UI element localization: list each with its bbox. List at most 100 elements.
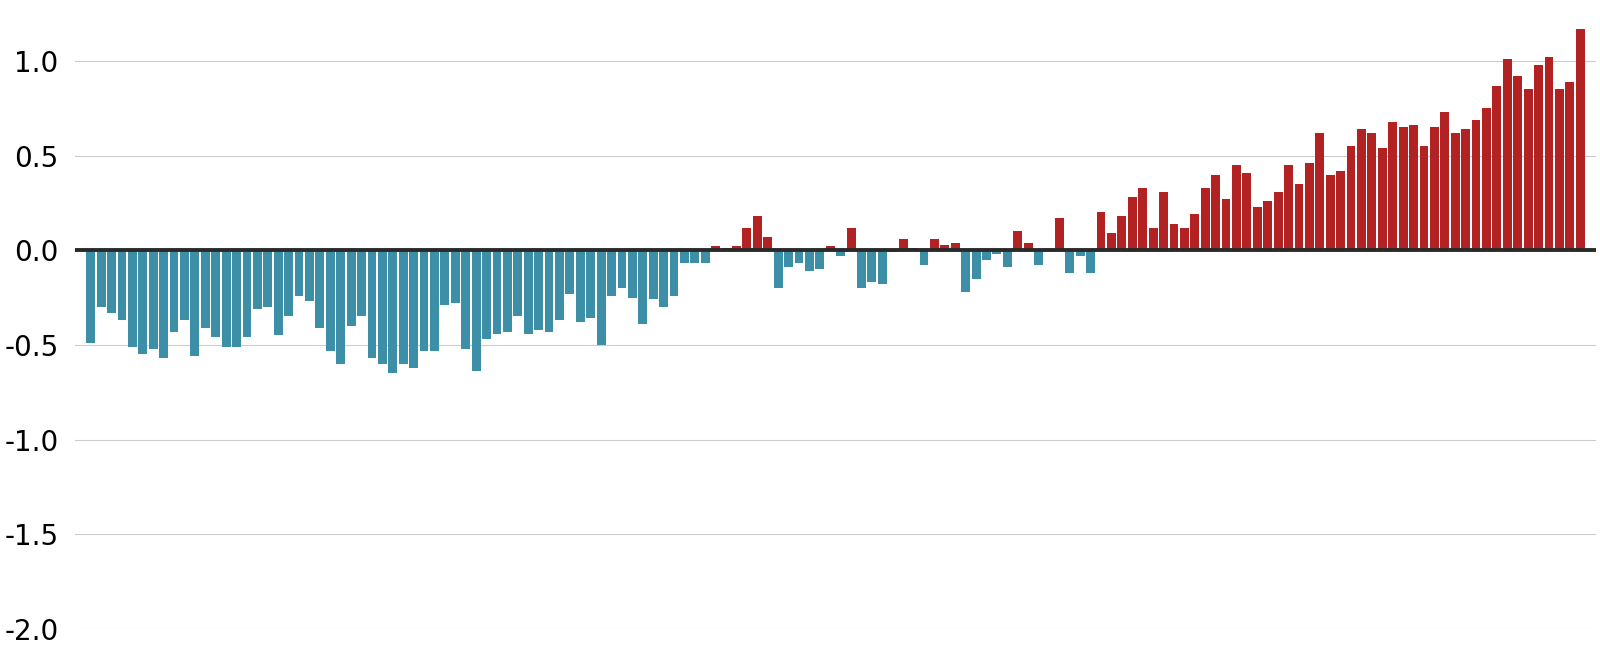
Bar <box>1179 227 1189 250</box>
Bar <box>816 250 824 269</box>
Bar <box>576 250 584 322</box>
Bar <box>514 250 522 317</box>
Bar <box>1138 188 1147 250</box>
Bar <box>326 250 334 350</box>
Bar <box>181 250 189 320</box>
Bar <box>523 250 533 333</box>
Bar <box>274 250 283 335</box>
Bar <box>315 250 325 328</box>
Bar <box>389 250 397 373</box>
Bar <box>888 250 898 252</box>
Bar <box>1013 231 1022 250</box>
Bar <box>368 250 376 358</box>
Bar <box>1451 133 1459 250</box>
Bar <box>86 250 94 343</box>
Bar <box>1440 112 1450 250</box>
Bar <box>878 250 886 284</box>
Bar <box>1222 199 1230 250</box>
Bar <box>846 227 856 250</box>
Bar <box>1315 133 1325 250</box>
Bar <box>211 250 221 337</box>
Bar <box>763 237 773 250</box>
Bar <box>1482 109 1491 250</box>
Bar <box>1368 133 1376 250</box>
Bar <box>357 250 366 317</box>
Bar <box>597 250 605 345</box>
Bar <box>1274 192 1283 250</box>
Bar <box>659 250 669 307</box>
Bar <box>264 250 272 307</box>
Bar <box>858 250 866 288</box>
Bar <box>1086 250 1094 273</box>
Bar <box>222 250 230 347</box>
Bar <box>440 250 450 305</box>
Bar <box>347 250 355 326</box>
Bar <box>285 250 293 317</box>
Bar <box>107 250 115 313</box>
Bar <box>648 250 658 300</box>
Bar <box>1096 213 1106 250</box>
Bar <box>1357 129 1366 250</box>
Bar <box>190 250 200 356</box>
Bar <box>742 227 752 250</box>
Bar <box>1378 148 1387 250</box>
Bar <box>733 246 741 250</box>
Bar <box>1306 163 1314 250</box>
Bar <box>1107 233 1115 250</box>
Bar <box>950 242 960 250</box>
Bar <box>754 216 762 250</box>
Bar <box>971 250 981 279</box>
Bar <box>544 250 554 332</box>
Bar <box>586 250 595 318</box>
Bar <box>669 250 678 296</box>
Bar <box>837 250 845 256</box>
Bar <box>1419 146 1429 250</box>
Bar <box>1472 120 1480 250</box>
Bar <box>1576 29 1584 250</box>
Bar <box>1158 192 1168 250</box>
Bar <box>419 250 429 350</box>
Bar <box>1336 171 1346 250</box>
Bar <box>992 250 1002 254</box>
Bar <box>502 250 512 332</box>
Bar <box>472 250 480 371</box>
Bar <box>1544 57 1554 250</box>
Bar <box>482 250 491 339</box>
Bar <box>555 250 563 320</box>
Bar <box>1534 65 1542 250</box>
Bar <box>1461 129 1470 250</box>
Bar <box>691 250 699 263</box>
Bar <box>867 250 877 283</box>
Bar <box>149 250 158 348</box>
Bar <box>170 250 179 332</box>
Bar <box>1211 175 1221 250</box>
Bar <box>117 250 126 320</box>
Bar <box>306 250 314 302</box>
Bar <box>1024 242 1032 250</box>
Bar <box>398 250 408 364</box>
Bar <box>565 250 574 294</box>
Bar <box>1389 122 1397 250</box>
Bar <box>627 250 637 298</box>
Bar <box>493 250 501 333</box>
Bar <box>1555 89 1563 250</box>
Bar <box>805 250 814 271</box>
Bar <box>1430 127 1438 250</box>
Bar <box>1493 86 1501 250</box>
Bar <box>1347 146 1355 250</box>
Bar <box>1232 165 1242 250</box>
Bar <box>899 239 907 250</box>
Bar <box>1243 173 1251 250</box>
Bar <box>774 250 782 288</box>
Bar <box>712 246 720 250</box>
Bar <box>336 250 346 364</box>
Bar <box>1285 165 1293 250</box>
Bar <box>920 250 928 265</box>
Bar <box>1117 216 1126 250</box>
Bar <box>1003 250 1011 267</box>
Bar <box>1326 175 1334 250</box>
Bar <box>722 248 731 250</box>
Bar <box>930 239 939 250</box>
Bar <box>534 250 542 330</box>
Bar <box>795 250 803 263</box>
